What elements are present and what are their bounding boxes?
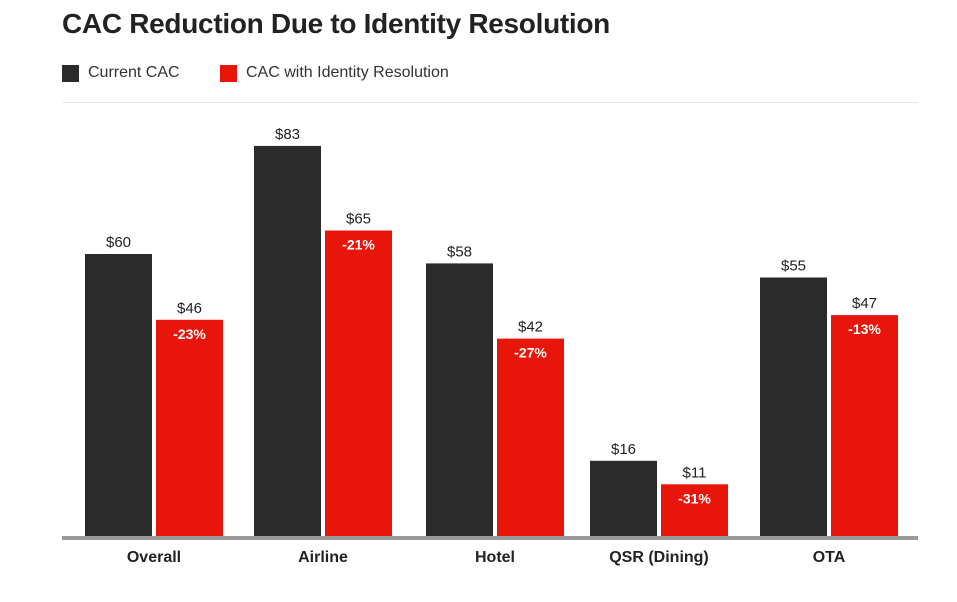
value-label-current-hotel: $58 bbox=[447, 243, 472, 260]
change-label-ota: -13% bbox=[848, 321, 881, 337]
bar-identity-airline bbox=[325, 230, 392, 536]
change-label-hotel: -27% bbox=[514, 345, 547, 361]
value-label-identity-qsr-dining: $11 bbox=[683, 464, 707, 481]
bar-identity-qsr-dining bbox=[661, 484, 728, 536]
bar-current-ota bbox=[760, 277, 827, 536]
change-label-overall: -23% bbox=[173, 326, 206, 342]
bar-current-airline bbox=[254, 145, 321, 536]
legend-label-current-cac: Current CAC bbox=[88, 64, 180, 81]
legend-item-current-cac: Current CAC bbox=[62, 62, 180, 84]
x-tick-label-airline: Airline bbox=[298, 549, 348, 566]
x-tick-label-ota: OTA bbox=[813, 549, 846, 566]
bar-current-qsr-dining bbox=[590, 460, 657, 536]
x-tick-label-hotel: Hotel bbox=[475, 549, 515, 566]
bar-current-overall bbox=[85, 254, 152, 536]
chart-title: CAC Reduction Due to Identity Resolution bbox=[62, 8, 610, 39]
legend-divider bbox=[62, 102, 918, 103]
legend-label-cac-with-identity-resolution: CAC with Identity Resolution bbox=[246, 64, 449, 81]
value-label-current-ota: $55 bbox=[781, 258, 806, 275]
x-axis-baseline bbox=[62, 536, 918, 540]
bar-current-hotel bbox=[426, 263, 493, 536]
value-label-current-qsr-dining: $16 bbox=[611, 441, 636, 458]
legend-swatch-current-cac bbox=[62, 64, 79, 82]
value-label-identity-ota: $47 bbox=[852, 295, 877, 312]
bar-identity-hotel bbox=[497, 338, 564, 536]
bar-identity-overall bbox=[156, 319, 223, 536]
value-label-current-airline: $83 bbox=[275, 126, 300, 143]
value-label-identity-hotel: $42 bbox=[518, 319, 543, 336]
legend-swatch-cac-with-identity-resolution bbox=[220, 64, 237, 82]
change-label-airline: -21% bbox=[342, 237, 375, 253]
x-tick-label-qsr-dining: QSR (Dining) bbox=[609, 549, 709, 566]
legend-item-cac-with-identity-resolution: CAC with Identity Resolution bbox=[220, 62, 449, 84]
bar-identity-ota bbox=[831, 315, 898, 536]
value-label-identity-airline: $65 bbox=[346, 211, 371, 228]
value-label-current-overall: $60 bbox=[106, 234, 131, 251]
x-tick-label-overall: Overall bbox=[127, 549, 181, 566]
value-label-identity-overall: $46 bbox=[177, 300, 202, 317]
change-label-qsr-dining: -31% bbox=[678, 490, 711, 506]
